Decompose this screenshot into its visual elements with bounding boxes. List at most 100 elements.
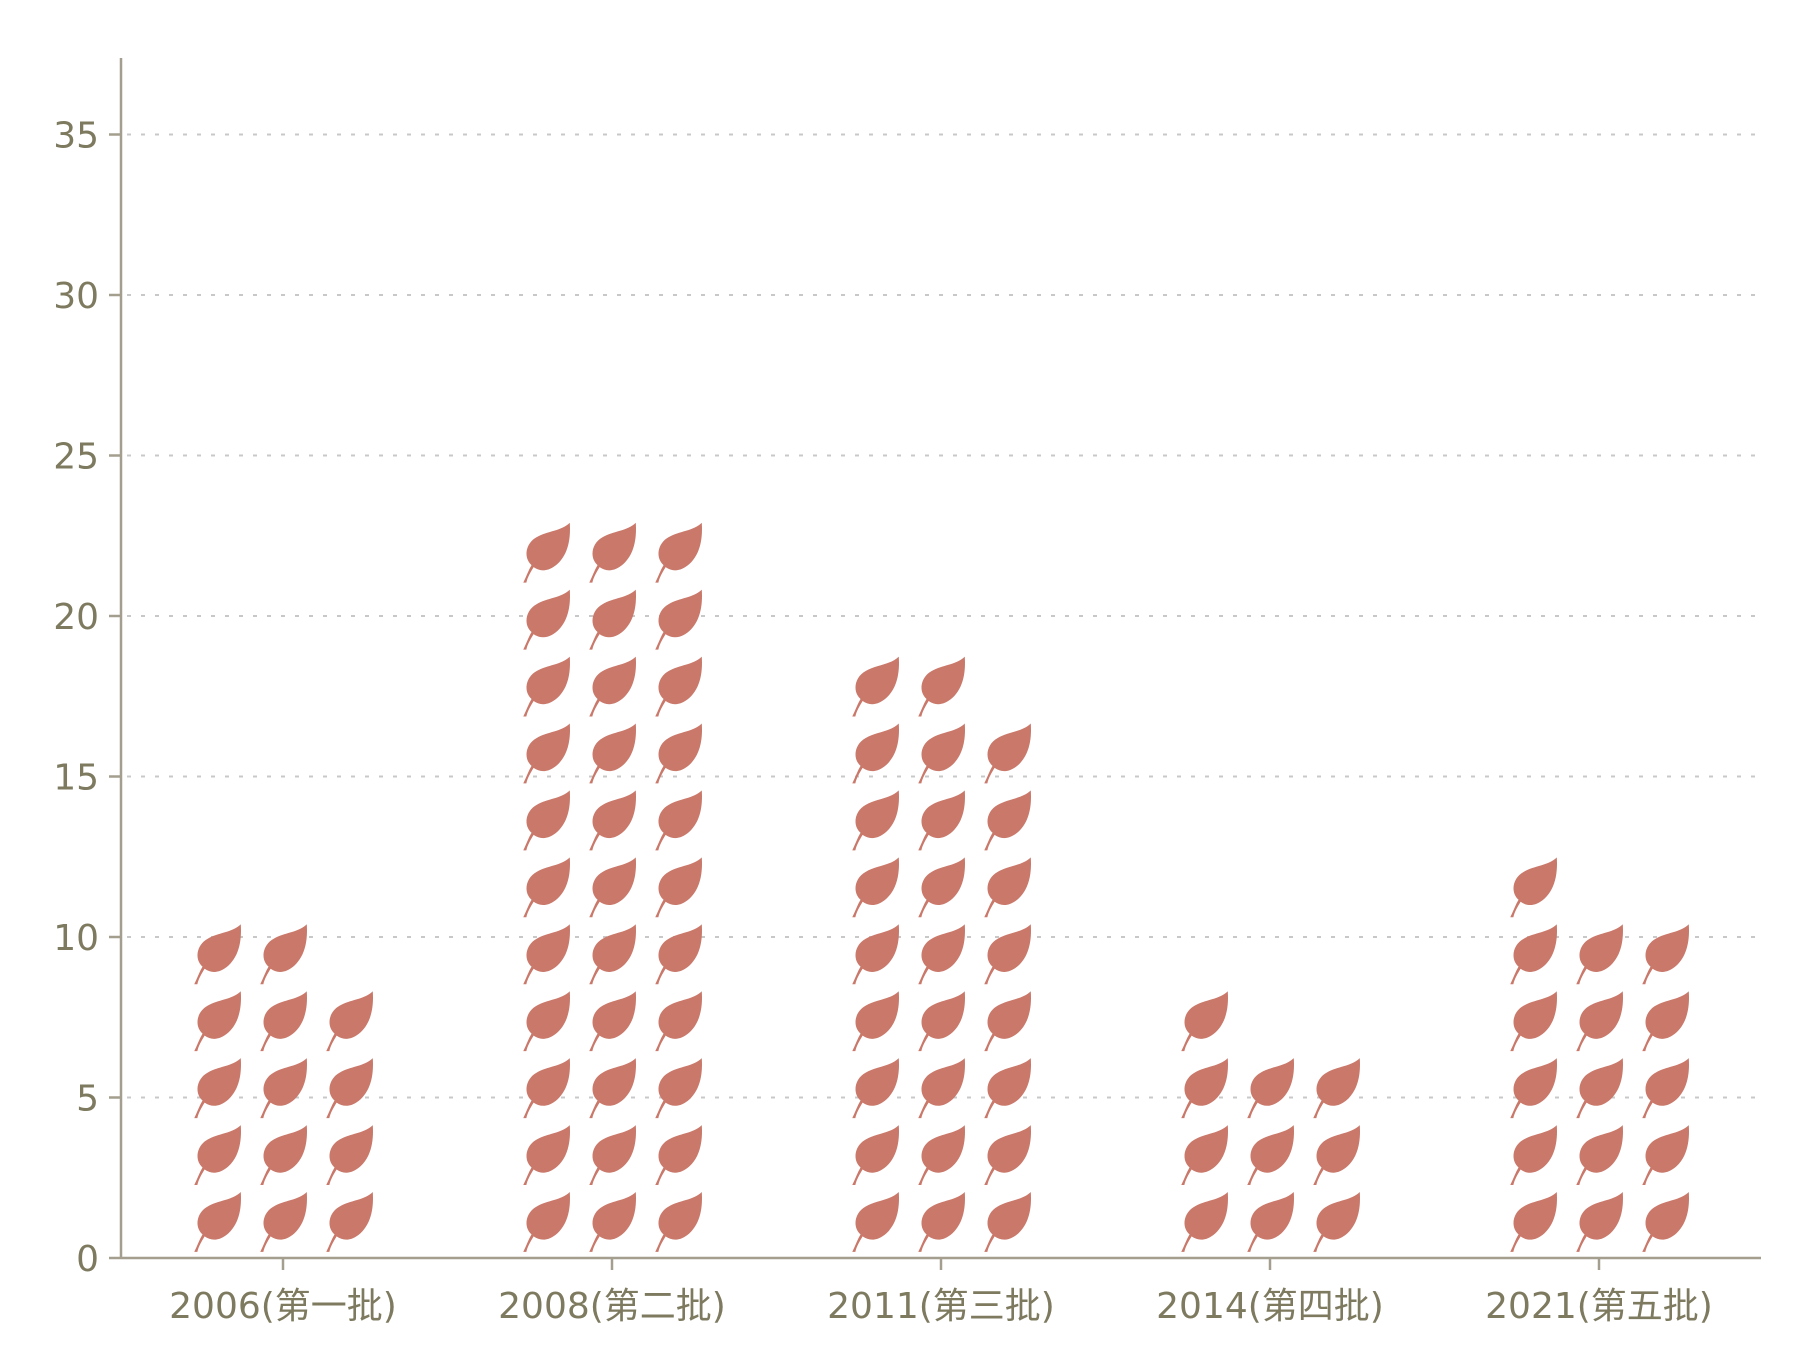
leaf-icon [984,790,1032,851]
leaf-icon [852,1192,900,1252]
leaf-icon [1576,1192,1624,1252]
leaf-icon [260,924,308,985]
leaf-icon [852,656,900,717]
leaf-icon [852,991,900,1052]
leaf-icon [984,1192,1032,1252]
leaf-icon [984,857,1032,918]
leaf-icon [655,1125,703,1186]
leaf-icon [1576,991,1624,1052]
leaf-icon [852,790,900,851]
leaf-icon [655,589,703,650]
leaf-icon [523,1058,571,1119]
leaf-icon [326,1125,374,1186]
leaf-icon [655,1058,703,1119]
leaf-icon [1642,1058,1690,1119]
leaf-icon [655,522,703,583]
leaf-icon [918,656,966,717]
leaf-icon [852,857,900,918]
leaf-icon [589,857,637,918]
y-axis-ticks: 0 5 10 15 20 25 30 35 [53,116,121,1280]
leaf-icon [918,723,966,784]
leaf-icon [326,1192,374,1252]
y-tick-label: 15 [53,758,99,799]
leaf-icon [589,589,637,650]
leaf-icon [1510,1125,1558,1186]
leaf-icon [523,589,571,650]
leaf-icon [260,1192,308,1252]
leaf-icon [1642,924,1690,985]
leaf-icon [984,1058,1032,1119]
leaf-icon [1247,1192,1295,1252]
leaf-icon [326,991,374,1052]
x-axis-ticks: 2006(第一批) 2008(第二批) 2011(第三批) 2014(第四批) 2021… [169,1258,1713,1327]
leaf-icon [589,790,637,851]
leaf-icon [523,991,571,1052]
leaf-icon [1510,1058,1558,1119]
leaf-icon [1510,991,1558,1052]
leaf-icon [655,991,703,1052]
gridlines [127,133,1761,1099]
leaf-icon [589,1058,637,1119]
leaf-icon [1642,991,1690,1052]
leaf-icon [589,1125,637,1186]
leaf-icon [1642,1192,1690,1252]
leaf-icon [589,656,637,717]
leaf-icon [1313,1125,1361,1186]
leaf-icon [1181,1125,1229,1186]
leaf-icon [1510,1192,1558,1252]
x-tick-label: 2008(第二批) [498,1286,726,1327]
leaf-icon [523,924,571,985]
leaf-icon [918,1192,966,1252]
leaf-icon [655,790,703,851]
leaf-icon [1181,991,1229,1052]
leaf-icon [852,1058,900,1119]
leaf-icon [852,723,900,784]
leaf-icon [655,656,703,717]
bar-3 [1181,991,1361,1252]
leaf-icon [523,1125,571,1186]
y-tick-label: 5 [76,1079,99,1120]
leaf-icon [589,991,637,1052]
leaf-icon [194,1058,242,1119]
leaf-icon [523,723,571,784]
leaf-icon [984,1125,1032,1186]
leaf-icon [1642,1125,1690,1186]
bar-2 [852,656,1032,1252]
leaf-icon [523,1192,571,1252]
leaf-icon [194,1125,242,1186]
leaf-icon [1247,1058,1295,1119]
y-tick-label: 35 [53,116,99,157]
leaf-icon [523,656,571,717]
leaf-icon [260,1125,308,1186]
bar-1 [523,522,703,1252]
leaf-icon [852,924,900,985]
y-tick-label: 20 [53,597,99,638]
leaf-icon [260,1058,308,1119]
leaf-icon [1313,1192,1361,1252]
leaf-icon [984,924,1032,985]
leaf-icon [523,857,571,918]
leaf-icon [918,991,966,1052]
bar-4 [1510,857,1690,1252]
leaf-icon [918,790,966,851]
leaf-icon [918,857,966,918]
x-tick-label: 2006(第一批) [169,1286,397,1327]
leaf-icon [589,1192,637,1252]
leaf-icon [589,723,637,784]
leaf-icon [655,924,703,985]
bar-0 [194,924,374,1252]
leaf-icon [1576,1125,1624,1186]
leaf-icon [1313,1058,1361,1119]
leaf-icon [1576,924,1624,985]
leaf-icon [984,991,1032,1052]
leaf-icon [194,924,242,985]
leaf-icon [194,1192,242,1252]
leaf-icon [918,1125,966,1186]
leaf-icon [1576,1058,1624,1119]
leaf-icon [589,924,637,985]
y-tick-label: 10 [53,918,99,959]
leaf-icon [523,790,571,851]
leaf-icon [655,857,703,918]
leaf-icon [589,522,637,583]
